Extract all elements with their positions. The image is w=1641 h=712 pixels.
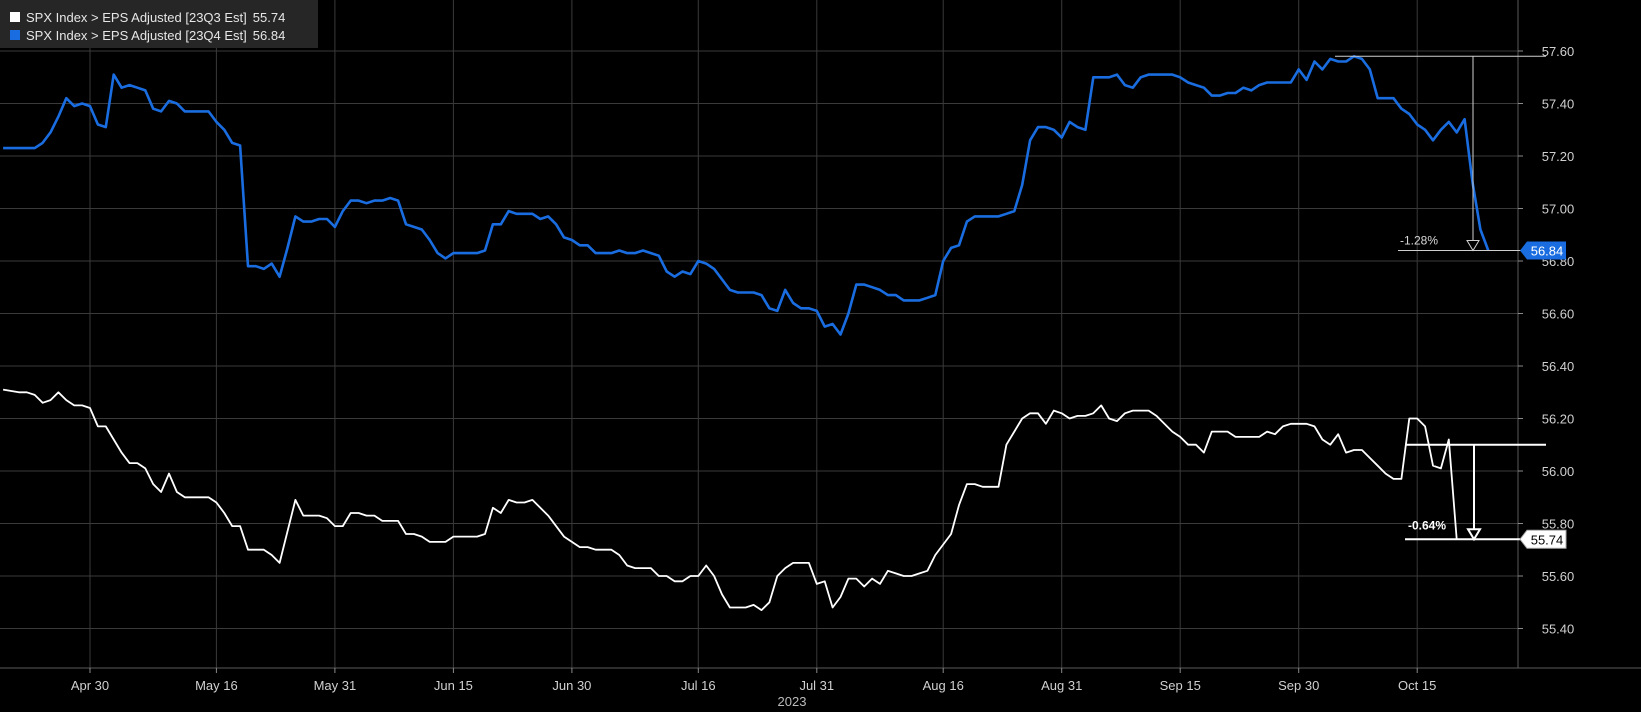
legend-label-q4: SPX Index > EPS Adjusted [23Q4 Est] bbox=[26, 27, 247, 43]
y-tick-label: 55.60 bbox=[1542, 569, 1575, 584]
x-tick-label: Jun 15 bbox=[434, 678, 473, 693]
legend: SPX Index > EPS Adjusted [23Q3 Est] 55.7… bbox=[0, 0, 318, 48]
last-value-text: 56.84 bbox=[1531, 244, 1564, 259]
x-tick-label: Jul 16 bbox=[681, 678, 716, 693]
x-tick-label: Sep 15 bbox=[1160, 678, 1201, 693]
legend-label-q3: SPX Index > EPS Adjusted [23Q3 Est] bbox=[26, 9, 247, 25]
last-value-tag-q4: 56.84 bbox=[1520, 241, 1566, 260]
x-year-label: 2023 bbox=[778, 694, 807, 709]
y-tick-label: 55.40 bbox=[1542, 622, 1575, 637]
last-value-tag-q3: 55.74 bbox=[1519, 529, 1567, 549]
last-value-text: 55.74 bbox=[1531, 532, 1564, 547]
x-tick-label: Aug 16 bbox=[923, 678, 964, 693]
x-tick-label: Apr 30 bbox=[71, 678, 109, 693]
last-value-tag-shape bbox=[1519, 529, 1567, 549]
legend-value-q3: 55.74 bbox=[252, 9, 286, 25]
q4-arrow-head bbox=[1466, 240, 1480, 252]
series-q3 bbox=[2, 388, 1458, 611]
last-value-tag-shape bbox=[1520, 241, 1566, 260]
grid-lines bbox=[0, 0, 1518, 668]
legend-item-q4[interactable]: SPX Index > EPS Adjusted [23Q4 Est] 56.8… bbox=[10, 26, 318, 44]
y-tick-label: 57.60 bbox=[1542, 44, 1575, 59]
x-tick-label: May 31 bbox=[314, 678, 357, 693]
series-q4 bbox=[3, 55, 1490, 336]
q4-change-label: -1.28% bbox=[1400, 234, 1438, 248]
annotation-layer: -1.28% -0.64% bbox=[1335, 55, 1546, 542]
x-tick-label: Jun 30 bbox=[552, 678, 591, 693]
y-tick-label: 57.20 bbox=[1542, 149, 1575, 164]
series-line bbox=[2, 388, 1458, 611]
y-tick-label: 57.40 bbox=[1542, 97, 1575, 112]
series-line bbox=[3, 55, 1490, 336]
legend-value-q4: 56.84 bbox=[252, 27, 286, 43]
q3-change-label: -0.64% bbox=[1408, 518, 1446, 532]
series-layer bbox=[2, 55, 1490, 611]
y-axis: 57.6057.4057.2057.0056.8056.6056.4056.20… bbox=[1517, 0, 1575, 668]
x-tick-label: Sep 30 bbox=[1278, 678, 1319, 693]
y-tick-label: 56.00 bbox=[1542, 464, 1575, 479]
x-axis: Apr 30 May 16 May 31 Jun 15 Jun 30 Jul 16 Jul … bbox=[0, 667, 1641, 693]
x-tick-label: May 16 bbox=[195, 678, 238, 693]
x-tick-label: Jul 31 bbox=[799, 678, 834, 693]
x-tick-label: Oct 15 bbox=[1398, 678, 1436, 693]
y-tick-label: 56.40 bbox=[1542, 359, 1575, 374]
legend-swatch-q4 bbox=[10, 30, 20, 40]
legend-item-q3[interactable]: SPX Index > EPS Adjusted [23Q3 Est] 55.7… bbox=[10, 8, 318, 26]
y-tick-label: 56.20 bbox=[1542, 412, 1575, 427]
y-tick-label: 55.80 bbox=[1542, 517, 1575, 532]
y-tick-label: 56.60 bbox=[1542, 307, 1575, 322]
x-tick-label: Aug 31 bbox=[1041, 678, 1082, 693]
q3-arrow-head bbox=[1466, 528, 1482, 542]
last-value-labels: 56.84 55.74 bbox=[1519, 241, 1567, 549]
legend-swatch-q3 bbox=[10, 12, 20, 22]
y-tick-label: 57.00 bbox=[1542, 202, 1575, 217]
